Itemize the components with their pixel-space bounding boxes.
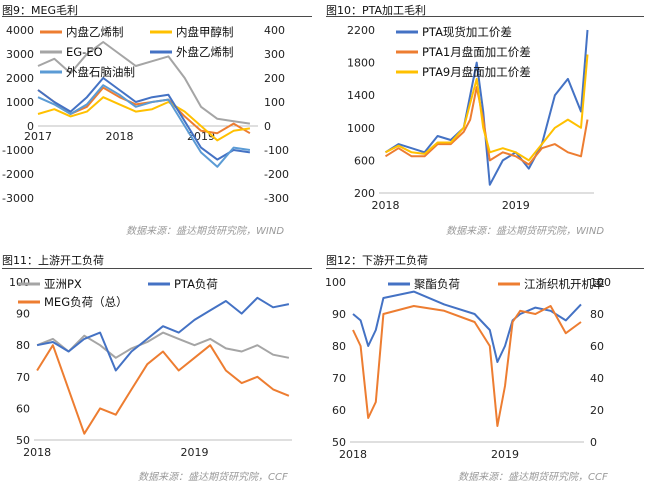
- title-rule: [2, 268, 312, 269]
- data-source: 数据来源：盛达期货研究院，WIND: [446, 226, 605, 237]
- y-tick-label-left: 70: [332, 372, 346, 385]
- downstream-load-chart: 50 60 70 80 90 100 0 20 40 60 80 100 2018 2019 聚酯负荷 江浙织…: [325, 276, 611, 461]
- y-tick-label-right: -300: [264, 192, 289, 205]
- y-tick-label-left: 3000: [6, 48, 34, 61]
- y-tick-label-left: -3000: [2, 192, 34, 205]
- series-line: [352, 290, 582, 363]
- y-tick-label-right: -200: [264, 168, 289, 181]
- x-tick-label: 2019: [491, 448, 519, 461]
- y-tick-label-right: 400: [264, 24, 285, 37]
- panel-title: 图12：下游开工负荷: [326, 254, 428, 267]
- series-line: [37, 96, 251, 142]
- title-rule: [2, 16, 312, 17]
- pta-margin-chart: 200 600 1000 1400 1800 2200 2018 2019 PTA现货加工价差 P…: [347, 24, 594, 212]
- title-rule: [326, 16, 644, 17]
- x-tick-label: 2018: [372, 199, 400, 212]
- series-line: [36, 296, 290, 372]
- x-tick-label: 2018: [105, 130, 133, 143]
- y-tick-label-right: 80: [590, 308, 604, 321]
- y-tick-label-right: 300: [264, 48, 285, 61]
- y-tick-label-left: 50: [332, 436, 346, 449]
- legend-label: MEG负荷（总）: [44, 295, 128, 309]
- x-tick-label: 2018: [339, 448, 367, 461]
- series-line: [352, 305, 582, 427]
- panel-title: 图10：PTA加工毛利: [326, 4, 427, 17]
- y-tick-label-left: 2200: [347, 24, 375, 37]
- legend-label: EG-EO: [66, 45, 103, 59]
- series-line: [37, 41, 251, 125]
- y-tick-label-right: 20: [590, 404, 604, 417]
- y-tick-label-right: 100: [264, 96, 285, 109]
- y-tick-label-left: 200: [354, 187, 375, 200]
- y-tick-label-left: 80: [16, 339, 30, 352]
- x-tick-label: 2019: [180, 446, 208, 459]
- y-tick-label-left: 90: [332, 308, 346, 321]
- y-tick-label-left: 1800: [347, 57, 375, 70]
- y-tick-label-left: 60: [16, 402, 30, 415]
- data-source: 数据来源：盛达期货研究院，WIND: [126, 226, 285, 237]
- y-tick-label-right: 40: [590, 372, 604, 385]
- y-tick-label-left: 70: [16, 371, 30, 384]
- y-tick-label-right: 0: [590, 436, 597, 449]
- data-source: 数据来源：盛达期货研究院，CCF: [138, 472, 288, 483]
- y-tick-label-right: 100: [590, 276, 611, 289]
- y-tick-label-left: 1000: [347, 122, 375, 135]
- legend-label: 外盘石脑油制: [66, 65, 135, 79]
- y-tick-label-left: 80: [332, 340, 346, 353]
- series-line: [384, 86, 589, 166]
- legend-label: 聚酯负荷: [414, 277, 460, 291]
- y-tick-label-right: -100: [264, 144, 289, 157]
- y-tick-label-left: 50: [16, 434, 30, 447]
- y-tick-label-right: 60: [590, 340, 604, 353]
- y-tick-label-left: 2000: [6, 72, 34, 85]
- legend-label: PTA现货加工价差: [422, 25, 512, 39]
- series-line: [384, 29, 589, 186]
- legend-label: 亚洲PX: [44, 277, 82, 291]
- panel-title: 图9：MEG毛利: [2, 4, 78, 17]
- x-tick-label: 2019: [502, 199, 530, 212]
- series-line: [36, 331, 290, 359]
- series-line: [385, 54, 589, 162]
- legend-label: 内盘甲醇制: [176, 25, 234, 39]
- series-line: [37, 77, 251, 161]
- y-tick-label-left: 4000: [6, 24, 34, 37]
- y-tick-label-right: 0: [264, 120, 271, 133]
- legend-label: 内盘乙烯制: [66, 25, 124, 39]
- y-tick-label-left: 1400: [347, 89, 375, 102]
- y-tick-label-left: 100: [325, 276, 346, 289]
- y-tick-label-right: 200: [264, 72, 285, 85]
- y-tick-label-left: 600: [354, 154, 375, 167]
- upstream-load-chart: 506070809010020182019亚洲PXPTA负荷MEG负荷（总）: [9, 276, 292, 459]
- y-tick-label-left: 0: [27, 120, 34, 133]
- legend-label: PTA负荷: [174, 277, 218, 291]
- meg-margin-chart: -3000-2000-100001000200030004000-300-200…: [2, 24, 289, 205]
- y-tick-label-left: -2000: [2, 168, 34, 181]
- series-line: [37, 84, 251, 168]
- data-source: 数据来源：盛达期货研究院，CCF: [458, 472, 608, 483]
- legend-label: 江浙织机开机率: [524, 277, 605, 291]
- title-rule: [326, 268, 644, 269]
- y-tick-label-left: 1000: [6, 96, 34, 109]
- x-tick-label: 2017: [24, 130, 52, 143]
- y-tick-label-left: -1000: [2, 144, 34, 157]
- legend-label: PTA9月盘面加工价差: [422, 65, 531, 79]
- legend-label: PTA1月盘面加工价差: [422, 45, 531, 59]
- y-tick-label-left: 60: [332, 404, 346, 417]
- x-tick-label: 2018: [23, 446, 51, 459]
- series-line: [36, 344, 290, 435]
- legend-label: 外盘乙烯制: [176, 45, 234, 59]
- panel-title: 图11：上游开工负荷: [2, 254, 104, 267]
- y-tick-label-left: 90: [16, 308, 30, 321]
